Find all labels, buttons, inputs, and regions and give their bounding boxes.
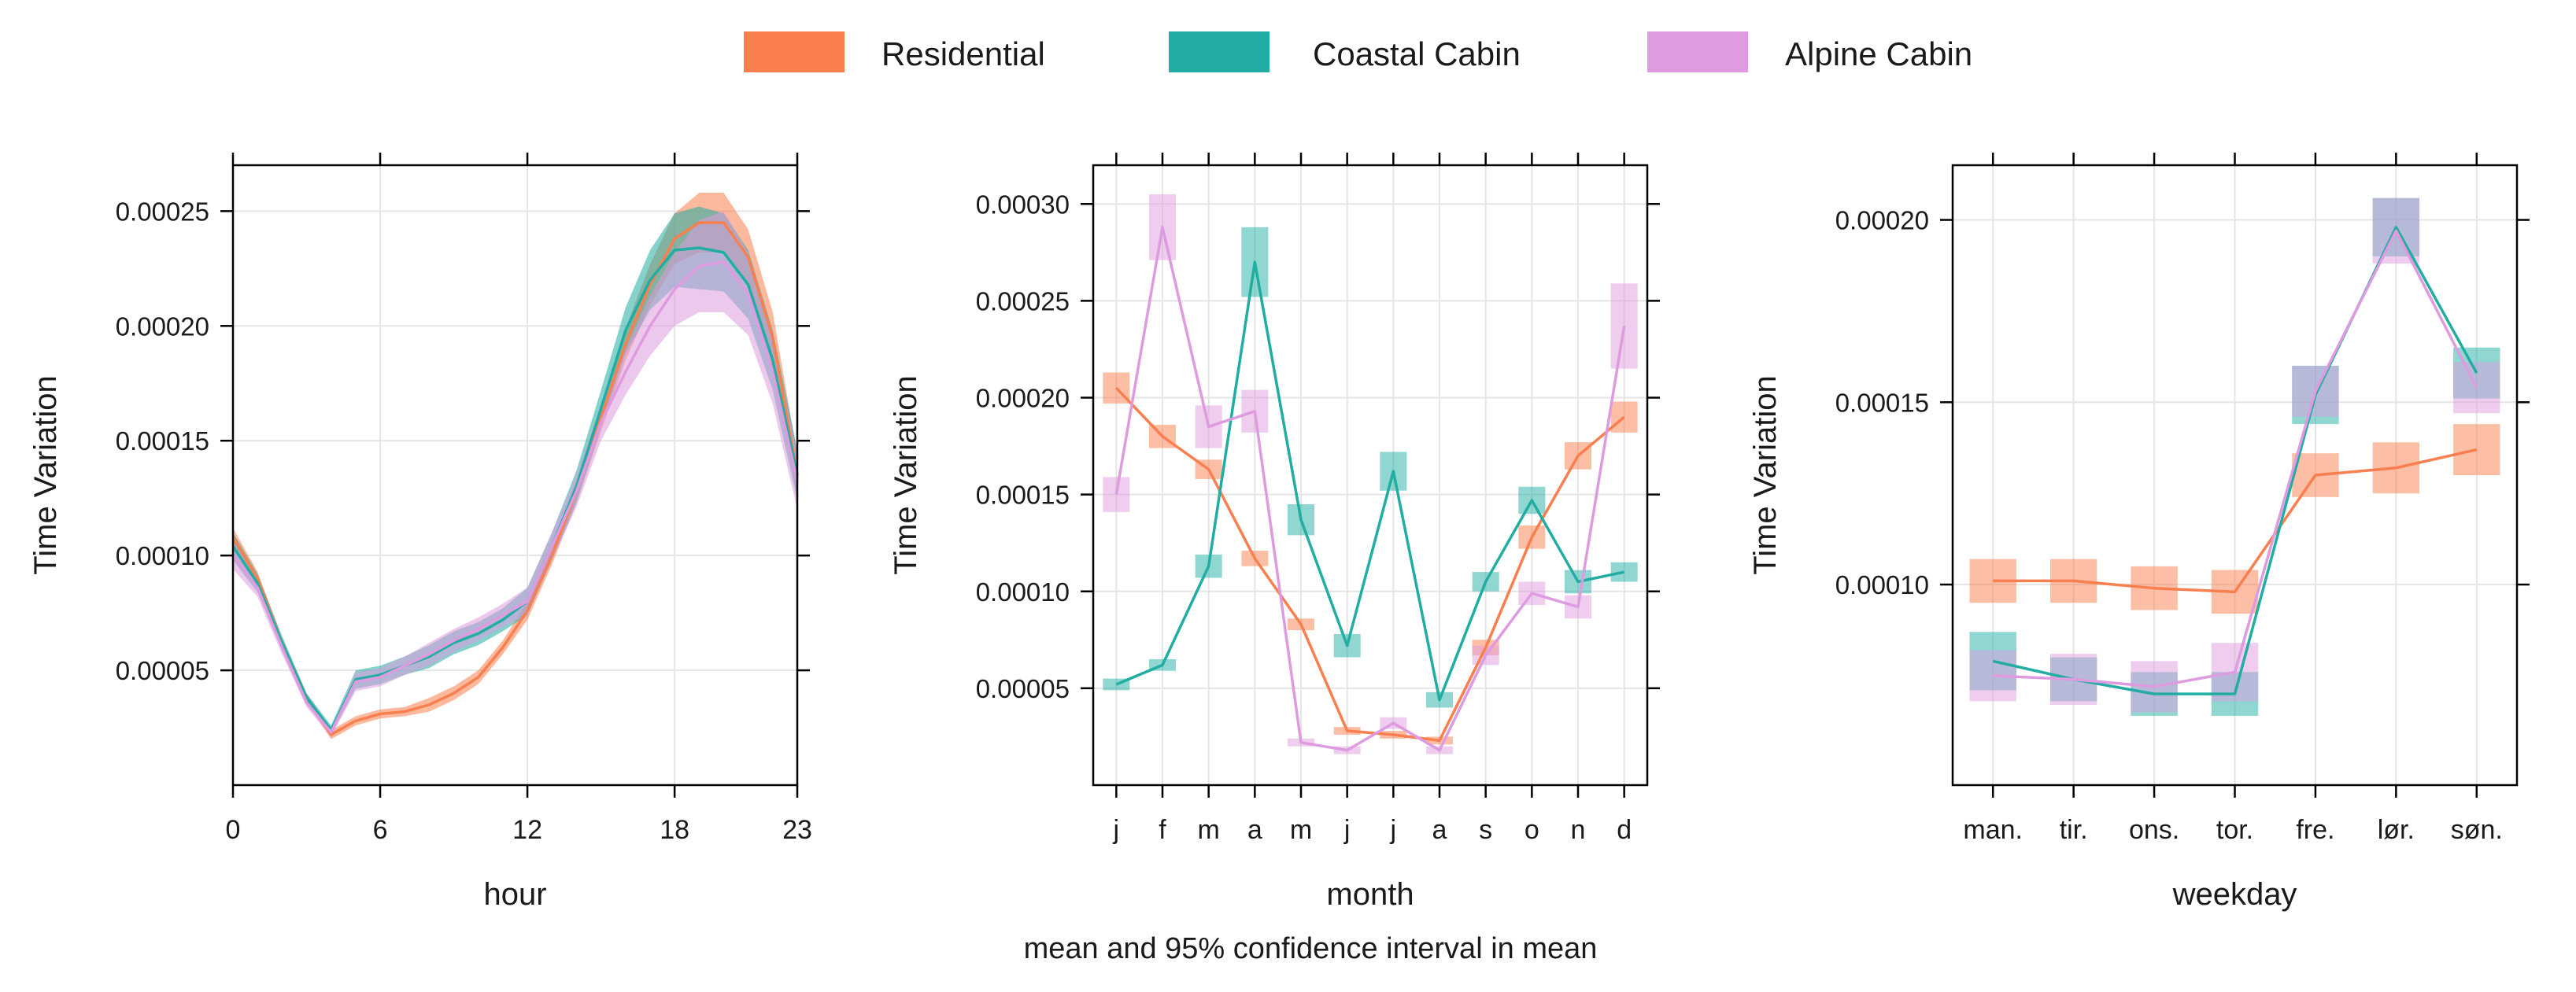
y-tick-label: 0.00010 — [976, 577, 1070, 607]
y-tick-label: 0.00015 — [1835, 388, 1929, 417]
series-line-alpine — [231, 260, 799, 734]
x-tick-label: søn. — [2451, 815, 2503, 845]
legend-label-residential: Residential — [881, 35, 1045, 72]
x-tick-label: 18 — [660, 815, 689, 845]
ci-box-residential — [2453, 424, 2500, 475]
plot-data — [1103, 194, 1638, 754]
legend-swatch-alpine — [1647, 31, 1748, 72]
x-tick-label: n — [1571, 815, 1586, 845]
x-tick-label: o — [1525, 815, 1539, 845]
month-panel: j f m a m j j a s o n d0.000050.000100.000150.00020… — [889, 153, 1660, 912]
y-tick-label: 0.00020 — [976, 384, 1070, 413]
series-line-coastal — [1115, 260, 1625, 702]
plot-data — [1969, 197, 2500, 716]
x-tick-label: d — [1617, 815, 1632, 845]
y-tick-label: 0.00010 — [116, 541, 209, 570]
y-axis-title: Time Variation — [1748, 375, 1783, 574]
series-line-residential — [1115, 386, 1625, 743]
ci-box-alpine — [2453, 362, 2500, 414]
y-tick-label: 0.00005 — [976, 674, 1070, 703]
x-tick-label: m — [1198, 815, 1220, 845]
legend-label-coastal: Coastal Cabin — [1313, 35, 1521, 72]
x-axis-title: hour — [483, 877, 546, 912]
x-tick-label: lør. — [2378, 815, 2415, 845]
plot-data — [231, 193, 799, 739]
axes: 0 6 12 18 23 0.00005 0.00010 0.00015 0.00020 0.00… — [28, 153, 812, 912]
x-tick-label: 0 — [226, 815, 241, 845]
plot-frame — [231, 164, 799, 787]
legend-swatch-residential — [744, 31, 844, 72]
x-tick-label: a — [1247, 815, 1262, 845]
x-tick-label: 23 — [782, 815, 812, 845]
y-axis-title: Time Variation — [889, 375, 923, 574]
x-tick-label: f — [1159, 815, 1166, 845]
x-axis-title: weekday — [2172, 877, 2297, 912]
weekday-panel: man. tir. ons. tor. fre. lør. søn. 0.00010 0.000… — [1748, 153, 2530, 912]
hour-panel: 0 6 12 18 23 0.00005 0.00010 0.00015 0.00020 0.00… — [28, 153, 812, 912]
y-tick-label: 0.00030 — [976, 190, 1070, 219]
y-tick-label: 0.00015 — [116, 426, 209, 455]
series-line-alpine — [1993, 229, 2478, 688]
y-tick-label: 0.00025 — [976, 286, 1070, 315]
x-tick-label: fre. — [2296, 815, 2334, 845]
series-line-alpine — [1114, 226, 1626, 752]
legend: Residential Coastal Cabin Alpine Cabin — [744, 31, 1972, 72]
x-axis-title: month — [1326, 877, 1414, 912]
legend-label-alpine: Alpine Cabin — [1785, 35, 1972, 72]
x-tick-label: j — [1113, 815, 1120, 845]
figure-subtitle: mean and 95% confidence interval in mean — [1024, 932, 1598, 965]
axes: man. tir. ons. tor. fre. lør. søn. 0.00010 0.000… — [1748, 153, 2530, 912]
axes: j f m a m j j a s o n d0.000050.000100.000150.00020… — [889, 153, 1660, 912]
y-tick-label: 0.00020 — [116, 312, 209, 341]
x-tick-label: tir. — [2060, 815, 2088, 845]
ci-box-alpine — [1103, 477, 1130, 512]
plot-frame — [1092, 164, 1649, 787]
y-tick-label: 0.00020 — [1835, 206, 1929, 235]
y-tick-label: 0.00015 — [976, 481, 1070, 510]
x-tick-label: s — [1479, 815, 1492, 845]
ci-band-alpine — [233, 211, 797, 737]
y-tick-label: 0.00005 — [116, 656, 209, 685]
x-tick-label: a — [1432, 815, 1447, 845]
grid — [1093, 165, 1647, 785]
x-tick-label: j — [1343, 815, 1351, 845]
series-line-coastal — [231, 246, 799, 732]
x-tick-label: ons. — [2129, 815, 2179, 845]
x-tick-label: tor. — [2216, 815, 2253, 845]
x-tick-label: 12 — [512, 815, 542, 845]
series-line-residential — [1993, 448, 2478, 594]
x-tick-label: j — [1390, 815, 1397, 845]
x-tick-label: 6 — [373, 815, 388, 845]
x-tick-label: man. — [1963, 815, 2023, 845]
x-tick-label: m — [1290, 815, 1312, 845]
y-tick-label: 0.00025 — [116, 197, 209, 226]
y-tick-label: 0.00010 — [1835, 570, 1929, 599]
y-axis-title: Time Variation — [28, 375, 63, 574]
legend-swatch-coastal — [1169, 31, 1270, 72]
